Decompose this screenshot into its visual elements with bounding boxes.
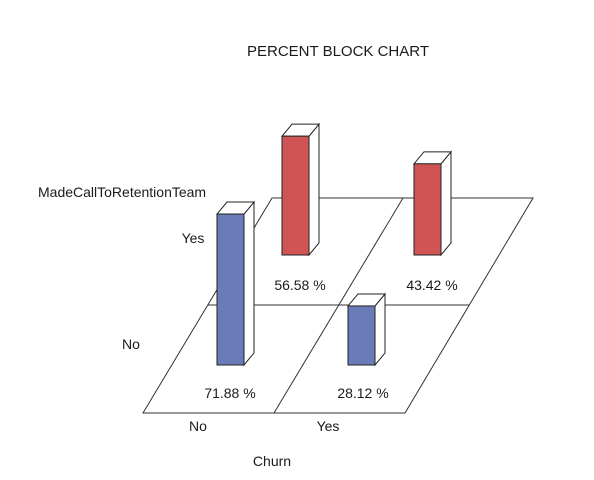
value-label-yes-yes: 43.42 %	[406, 277, 457, 293]
value-label-no-no: 71.88 %	[204, 385, 255, 401]
chart-bars	[215, 122, 453, 367]
x-tick-label-yes: Yes	[317, 418, 340, 434]
bar-side-face	[440, 150, 452, 257]
bar-front-face	[216, 213, 245, 366]
value-label-no-yes: 56.58 %	[274, 277, 325, 293]
bar-yes-no	[346, 292, 387, 367]
x-axis-label: Churn	[253, 453, 291, 469]
bar-no-no	[215, 200, 256, 367]
x-tick-label-no: No	[189, 418, 207, 434]
bar-side-face	[243, 200, 255, 367]
bar-front-face	[281, 135, 310, 256]
y-tick-label-yes: Yes	[182, 230, 205, 246]
bar-front-face	[413, 163, 442, 256]
y-axis-label: MadeCallToRetentionTeam	[38, 184, 206, 200]
bar-yes-yes	[412, 150, 453, 257]
value-labels: 56.58 % 43.42 % 71.88 % 28.12 %	[204, 277, 457, 401]
bar-side-face	[308, 122, 320, 257]
chart-title: PERCENT BLOCK CHART	[247, 43, 429, 60]
y-tick-label-no: No	[122, 336, 140, 352]
bar-front-face	[347, 305, 376, 366]
bar-no-yes	[280, 122, 321, 257]
value-label-yes-no: 28.12 %	[337, 385, 388, 401]
